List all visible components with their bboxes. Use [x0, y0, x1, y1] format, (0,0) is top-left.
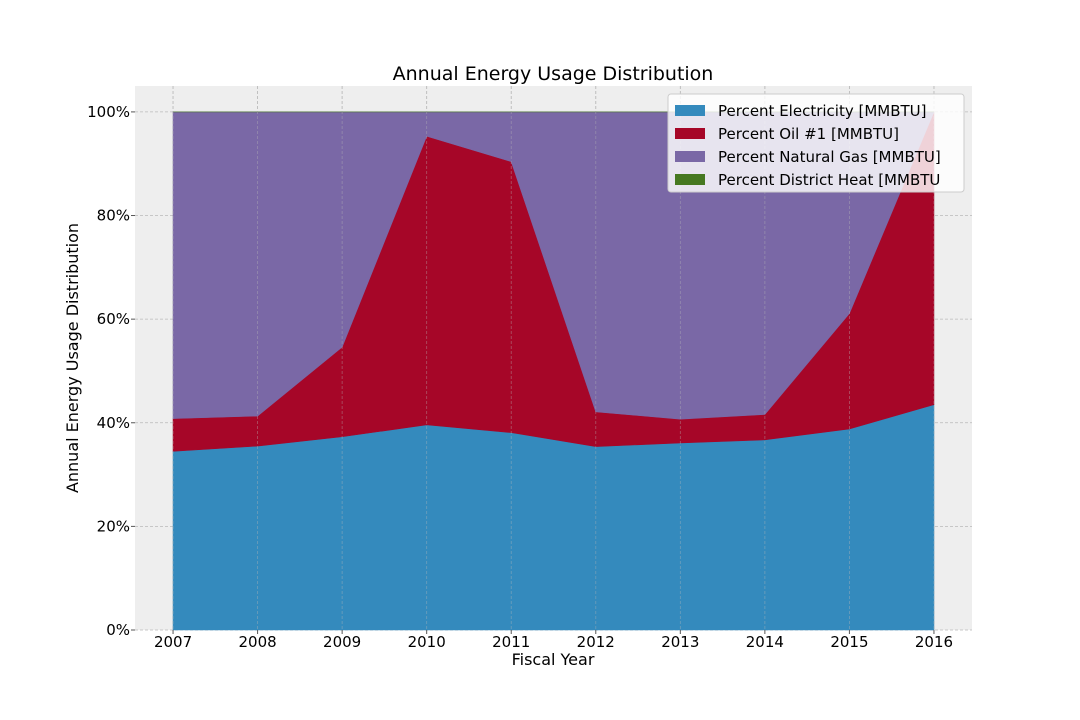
- y-tick-label: 60%: [97, 310, 130, 328]
- x-tick-label: 2015: [830, 633, 868, 651]
- x-tick-label: 2014: [746, 633, 784, 651]
- x-tick-label: 2013: [661, 633, 699, 651]
- tick-labels: 0% 20% 40% 60% 80% 100% 2007 2008 2009 2010 2011 20…: [87, 103, 953, 651]
- x-tick-label: 2012: [577, 633, 615, 651]
- legend-swatch: [675, 151, 705, 162]
- y-axis-label: Annual Energy Usage Distribution: [63, 223, 82, 493]
- legend-box: [667, 93, 965, 193]
- legend: Percent Electricity [MMBTU] Percent Oil #…: [667, 93, 965, 193]
- legend-entry: Percent Natural Gas [MMBTU]: [718, 148, 941, 166]
- x-axis-label: Fiscal Year: [512, 650, 595, 669]
- legend-swatch: [675, 174, 705, 185]
- x-tick-label: 2007: [154, 633, 192, 651]
- x-tick-label: 2016: [915, 633, 953, 651]
- x-tick-label: 2009: [323, 633, 361, 651]
- legend-swatch: [675, 105, 705, 116]
- y-tick-label: 0%: [106, 621, 130, 639]
- y-tick-label: 40%: [97, 414, 130, 432]
- y-tick-label: 80%: [97, 207, 130, 225]
- x-tick-label: 2011: [492, 633, 530, 651]
- legend-entry: Percent Electricity [MMBTU]: [718, 102, 927, 120]
- legend-swatch: [675, 128, 705, 139]
- legend-entry: Percent District Heat [MMBTU: [718, 171, 940, 189]
- y-tick-label: 100%: [87, 103, 130, 121]
- y-tick-label: 20%: [97, 517, 130, 535]
- legend-entry: Percent Oil #1 [MMBTU]: [718, 125, 899, 143]
- x-tick-label: 2010: [408, 633, 446, 651]
- chart-title: Annual Energy Usage Distribution: [393, 63, 714, 85]
- x-tick-label: 2008: [238, 633, 276, 651]
